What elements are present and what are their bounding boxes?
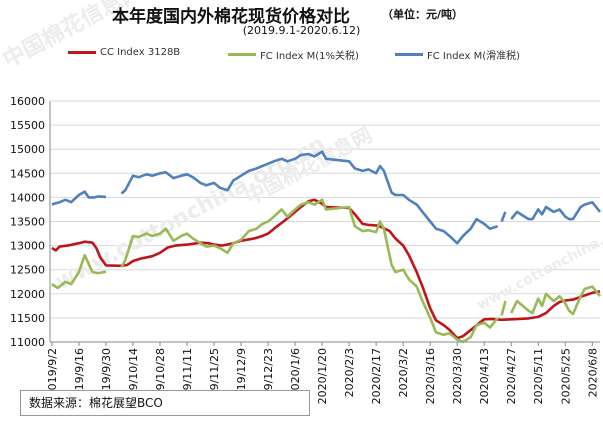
chart-subtitle: (2019.9.1-2020.6.12) bbox=[242, 24, 361, 37]
legend-item-fc1: FC Index M(1%关税) bbox=[228, 47, 359, 62]
y-tick-label: 11500 bbox=[10, 312, 45, 325]
legend-swatch-cc bbox=[68, 51, 96, 54]
y-tick-label: 16000 bbox=[10, 95, 45, 108]
series-line-1 bbox=[510, 285, 602, 316]
legend-label-cc: CC Index 3128B bbox=[100, 47, 181, 58]
series-line-0 bbox=[51, 198, 601, 340]
x-tick-label: 2020/1/20 bbox=[316, 348, 329, 404]
x-tick-label: 2020/2/17 bbox=[370, 348, 383, 404]
gridlines bbox=[50, 100, 600, 343]
series-line-2 bbox=[510, 200, 602, 221]
x-tick-label: 2020/2/3 bbox=[343, 348, 356, 397]
legend-label-fc-sliding: FC Index M(滑准税) bbox=[427, 51, 521, 62]
legend-swatch-fc1 bbox=[228, 53, 256, 56]
y-tick-label: 12500 bbox=[10, 264, 45, 277]
source-note: 数据来源：棉花展望BCO bbox=[20, 390, 310, 416]
series-line-2 bbox=[51, 190, 107, 206]
x-tick-label: 2020/4/27 bbox=[505, 348, 518, 404]
x-tick-label: 2020/3/30 bbox=[451, 348, 464, 404]
y-tick-label: 13000 bbox=[10, 240, 45, 253]
chart-title: 本年度国内外棉花现货价格对比 bbox=[112, 7, 350, 27]
x-tick-label: 2020/5/25 bbox=[559, 348, 572, 404]
x-tick-label: 2020/6/8 bbox=[586, 348, 599, 397]
legend: CC Index 3128B FC Index M(1%关税) FC Index… bbox=[0, 47, 603, 63]
x-tick-label: 2019/9/2 bbox=[46, 348, 59, 397]
y-tick-label: 14000 bbox=[10, 191, 45, 204]
series-line-1 bbox=[51, 253, 107, 290]
x-tick-label: 2020/3/16 bbox=[424, 348, 437, 404]
legend-label-fc1: FC Index M(1%关税) bbox=[260, 51, 359, 62]
series-line-2 bbox=[500, 211, 507, 222]
y-tick-label: 13500 bbox=[10, 216, 45, 229]
series-line-1 bbox=[500, 300, 507, 316]
legend-item-fc-sliding: FC Index M(滑准税) bbox=[395, 47, 520, 62]
legend-swatch-fc-sliding bbox=[395, 53, 423, 56]
x-tick-label: 2020/4/13 bbox=[478, 348, 491, 404]
unit-label: （单位：元/吨） bbox=[382, 8, 464, 21]
series-line-1 bbox=[120, 198, 499, 344]
y-tick-label: 12000 bbox=[10, 288, 45, 301]
x-tick-label: 2020/5/11 bbox=[532, 348, 545, 404]
x-tick-label: 2020/1/6 bbox=[289, 348, 302, 397]
tick-labels: 11000 11500 12000 12500 13000 13500 14000 14500… bbox=[10, 95, 599, 411]
legend-item-cc: CC Index 3128B bbox=[68, 47, 180, 58]
series-line-2 bbox=[120, 150, 499, 245]
x-tick-label: 2020/3/2 bbox=[397, 348, 410, 397]
y-tick-label: 14500 bbox=[10, 167, 45, 180]
axes bbox=[49, 101, 600, 346]
y-tick-label: 15500 bbox=[10, 119, 45, 132]
y-tick-label: 11000 bbox=[10, 336, 45, 349]
series-lines bbox=[51, 150, 602, 344]
y-tick-label: 15000 bbox=[10, 143, 45, 156]
